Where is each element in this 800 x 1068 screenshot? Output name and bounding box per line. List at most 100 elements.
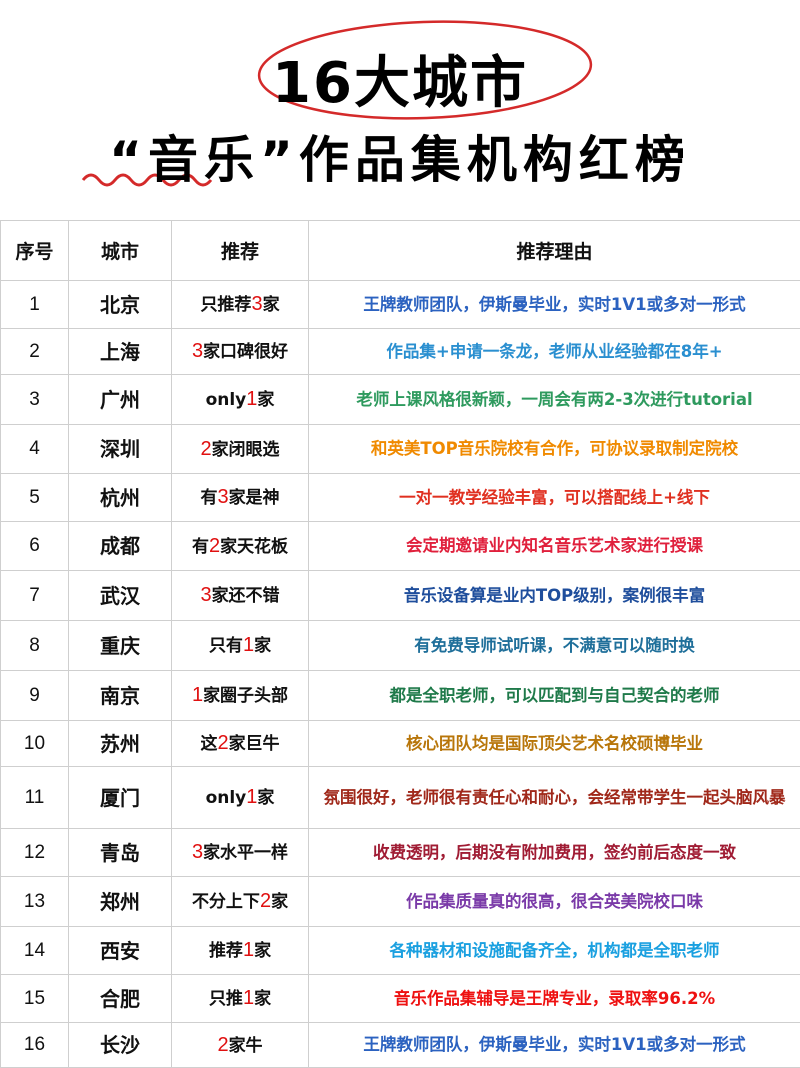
reason-text: 核心团队均是国际顶尖艺术名校硕博毕业 [309, 721, 800, 767]
row-number: 12 [1, 829, 69, 877]
reason-text: 有免费导师试听课，不满意可以随时换 [309, 621, 800, 671]
recommend-suffix: 家口碑很好 [203, 342, 288, 362]
recommend-count: 1 [246, 786, 257, 808]
row-number: 10 [1, 721, 69, 767]
reason-text: 作品集+申请一条龙，老师从业经验都在8年+ [309, 329, 800, 375]
row-number: 7 [1, 571, 69, 621]
row-number: 1 [1, 281, 69, 329]
header-reason: 推荐理由 [309, 221, 800, 281]
recommend-count: 3 [217, 486, 228, 508]
reason-text: 和英美TOP音乐院校有合作，可协议录取制定院校 [309, 425, 800, 474]
row-number: 4 [1, 425, 69, 474]
row-number: 14 [1, 927, 69, 975]
recommend-cell: only1家 [172, 375, 309, 425]
city-name: 苏州 [69, 721, 172, 767]
recommend-suffix: 家还不错 [212, 586, 280, 606]
row-number: 9 [1, 671, 69, 721]
header-no: 序号 [1, 221, 69, 281]
recommend-suffix: 家牛 [229, 1036, 263, 1056]
recommend-prefix: 有 [192, 537, 209, 557]
recommend-suffix: 家 [254, 989, 271, 1009]
recommend-suffix: 家 [257, 390, 274, 410]
recommend-prefix: only [206, 788, 247, 808]
row-number: 15 [1, 975, 69, 1023]
header-recommend: 推荐 [172, 221, 309, 281]
recommend-cell: 3家还不错 [172, 571, 309, 621]
table-header-row: 序号 城市 推荐 推荐理由 [1, 221, 800, 281]
recommend-count: 3 [251, 293, 262, 315]
recommend-suffix: 家 [254, 636, 271, 656]
recommend-count: 2 [217, 1034, 228, 1056]
reason-text: 收费透明，后期没有附加费用，签约前后态度一致 [309, 829, 800, 877]
recommend-suffix: 家天花板 [220, 537, 288, 557]
recommend-prefix: 只推 [209, 989, 243, 1009]
city-name: 成都 [69, 522, 172, 571]
city-name: 上海 [69, 329, 172, 375]
row-number: 3 [1, 375, 69, 425]
recommend-cell: 有3家是神 [172, 474, 309, 522]
recommend-count: 1 [192, 684, 203, 706]
city-name: 青岛 [69, 829, 172, 877]
reason-text: 会定期邀请业内知名音乐艺术家进行授课 [309, 522, 800, 571]
recommend-prefix: 只有 [209, 636, 243, 656]
reason-text: 氛围很好，老师很有责任心和耐心，会经常带学生一起头脑风暴 [309, 767, 800, 829]
recommend-cell: 1家圈子头部 [172, 671, 309, 721]
recommend-prefix: 只推荐 [200, 295, 251, 315]
recommend-suffix: 家 [254, 941, 271, 961]
recommend-suffix: 家水平一样 [203, 843, 288, 863]
header-city: 城市 [69, 221, 172, 281]
city-name: 杭州 [69, 474, 172, 522]
city-name: 重庆 [69, 621, 172, 671]
recommend-count: 1 [243, 939, 254, 961]
recommend-cell: 2家牛 [172, 1023, 309, 1068]
recommend-count: 2 [209, 535, 220, 557]
reason-text: 音乐作品集辅导是王牌专业，录取率96.2% [309, 975, 800, 1023]
row-number: 8 [1, 621, 69, 671]
title-area: 16大城市 “音乐”作品集机构红榜 [0, 0, 800, 220]
title-line-1: 16大城市 [0, 38, 800, 119]
city-name: 北京 [69, 281, 172, 329]
recommend-count: 2 [217, 732, 228, 754]
recommend-prefix: 有 [200, 488, 217, 508]
city-name: 厦门 [69, 767, 172, 829]
city-name: 广州 [69, 375, 172, 425]
row-number: 16 [1, 1023, 69, 1068]
recommend-prefix: 这 [200, 734, 217, 754]
recommend-count: 1 [243, 987, 254, 1009]
recommend-suffix: 家圈子头部 [203, 686, 288, 706]
reason-text: 音乐设备算是业内TOP级别，案例很丰富 [309, 571, 800, 621]
reason-text: 各种器材和设施配备齐全，机构都是全职老师 [309, 927, 800, 975]
recommend-prefix: 不分上下 [192, 892, 260, 912]
recommend-cell: only1家 [172, 767, 309, 829]
recommend-cell: 只有1家 [172, 621, 309, 671]
city-name: 深圳 [69, 425, 172, 474]
recommend-prefix: only [206, 390, 247, 410]
recommend-count: 1 [243, 634, 254, 656]
recommend-cell: 这2家巨牛 [172, 721, 309, 767]
reason-text: 作品集质量真的很高，很合英美院校口味 [309, 877, 800, 927]
recommend-cell: 2家闭眼选 [172, 425, 309, 474]
city-name: 合肥 [69, 975, 172, 1023]
row-number: 5 [1, 474, 69, 522]
city-name: 西安 [69, 927, 172, 975]
recommend-cell: 推荐1家 [172, 927, 309, 975]
reason-text: 老师上课风格很新颖，一周会有两2-3次进行tutorial [309, 375, 800, 425]
city-name: 武汉 [69, 571, 172, 621]
recommend-cell: 3家水平一样 [172, 829, 309, 877]
recommend-cell: 只推1家 [172, 975, 309, 1023]
recommend-cell: 只推荐3家 [172, 281, 309, 329]
